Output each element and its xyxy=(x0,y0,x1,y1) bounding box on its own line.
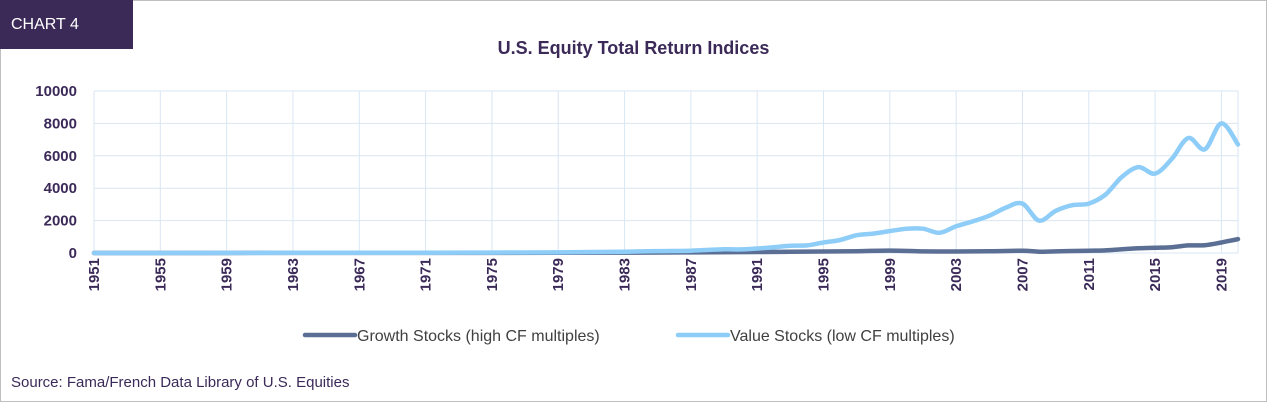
y-tick-label: 4000 xyxy=(44,180,77,197)
x-tick-label: 1987 xyxy=(683,258,700,291)
series-lines xyxy=(91,121,1241,256)
y-tick-label: 10000 xyxy=(35,83,77,100)
x-tick-label: 1967 xyxy=(351,258,368,291)
x-tick-label: 1959 xyxy=(219,258,236,291)
y-tick-label: 8000 xyxy=(44,115,77,132)
legend-label: Growth Stocks (high CF multiples) xyxy=(357,328,600,345)
y-axis-ticks: 0 2000 4000 6000 8000 10000 xyxy=(35,83,77,262)
x-tick-label: 1963 xyxy=(285,258,302,291)
x-tick-label: 1955 xyxy=(152,258,169,291)
x-tick-label: 1999 xyxy=(882,258,899,291)
x-tick-label: 1975 xyxy=(484,258,501,291)
x-tick-label: 1995 xyxy=(816,258,833,291)
chart-title: U.S. Equity Total Return Indices xyxy=(497,38,770,58)
x-tick-label: 1991 xyxy=(749,258,766,291)
y-tick-label: 0 xyxy=(69,245,77,262)
y-tick-label: 2000 xyxy=(44,213,77,230)
x-tick-label: 1971 xyxy=(418,258,435,291)
grid-lines xyxy=(93,90,1239,254)
legend: Growth Stocks (high CF multiples) Value S… xyxy=(302,328,955,345)
x-tick-label: 1979 xyxy=(550,258,567,291)
x-tick-label: 1983 xyxy=(617,258,634,291)
x-axis-ticks: 1951 1955 1959 1963 1967 1971 1975 1979 1983 1987… xyxy=(86,258,1230,291)
series-line-value xyxy=(91,121,1241,256)
x-tick-label: 1951 xyxy=(86,258,103,291)
y-tick-label: 6000 xyxy=(44,148,77,165)
x-tick-label: 2003 xyxy=(948,258,965,291)
x-tick-label: 2019 xyxy=(1213,258,1230,291)
chart-number-badge: CHART 4 xyxy=(0,0,133,49)
x-tick-label: 2011 xyxy=(1081,258,1098,291)
legend-label: Value Stocks (low CF multiples) xyxy=(730,328,955,345)
x-tick-label: 2007 xyxy=(1014,258,1031,291)
x-tick-label: 2015 xyxy=(1147,258,1164,291)
source-note: Source: Fama/French Data Library of U.S.… xyxy=(11,374,350,391)
